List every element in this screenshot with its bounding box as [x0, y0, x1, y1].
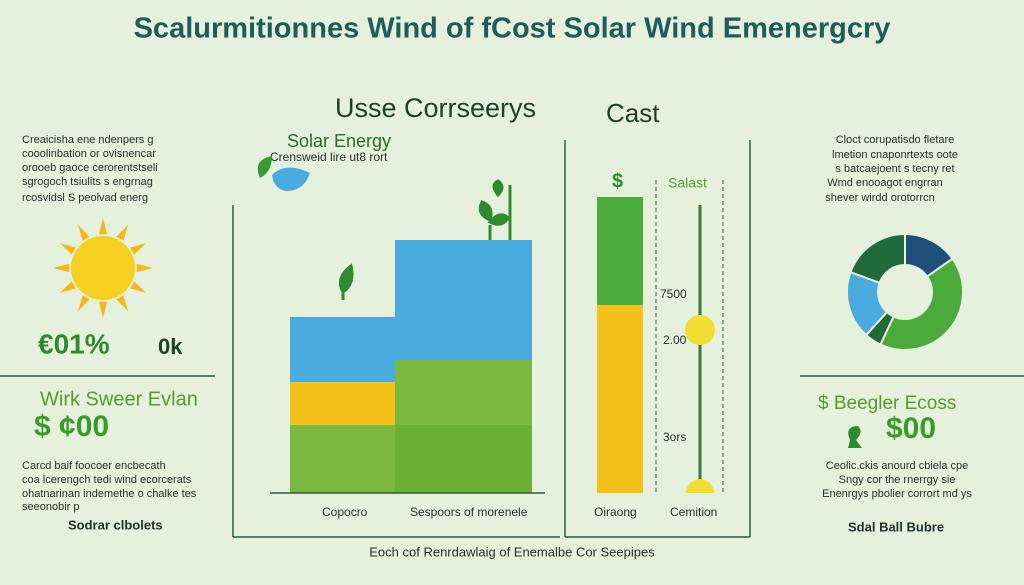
text-line: Creaicisha ene ndenpers g	[22, 134, 153, 146]
donut-segment	[879, 257, 964, 351]
text-line: rcosvidsl S peolvad energ	[22, 192, 148, 204]
caption: Sdal Ball Bubre	[848, 519, 944, 534]
right-intro: Cloct corupatisdo fletare lmetion cnapon…	[825, 134, 958, 204]
sun-ray	[130, 281, 147, 293]
left-intro: Creaicisha ene ndenpers g cooolinbation …	[22, 134, 158, 204]
icon-label: $	[612, 170, 623, 192]
leaf-icon	[848, 426, 862, 448]
text-line: lmetion cnaponrtexts oote	[832, 149, 958, 161]
x-label: Sespoors of morenele	[410, 505, 528, 519]
heading: Wirk Sweer Evlan	[40, 388, 198, 410]
text-line: ohatnarinan indemethe o chalke tes	[22, 488, 197, 500]
heading: $ Beegler Ecoss	[818, 393, 956, 414]
text-line: sgrogoch tsiulits s engrnag	[22, 176, 153, 188]
text-line: Wmd enooagot engrran	[827, 177, 943, 189]
panel-title: Cast	[606, 98, 660, 128]
text-line: coa lcerengch tedi wind ecorcerats	[22, 474, 192, 486]
text-line: Ceolic.ckis anourd cbiela cpe	[826, 460, 968, 472]
block	[290, 382, 395, 425]
block	[395, 425, 532, 493]
sun-ray	[78, 224, 90, 241]
sun-icon	[53, 218, 153, 318]
text-line: orooeb gaoce cerorentstseli	[22, 162, 158, 174]
series-label: Salast	[668, 175, 707, 191]
text-line: Sngy cor the rnerrgy sie	[839, 474, 956, 486]
stat: €01%	[38, 328, 110, 359]
sun-ray	[98, 301, 108, 318]
block	[395, 240, 532, 360]
x-label: Cemition	[670, 505, 717, 519]
sun-ray	[59, 243, 76, 255]
text-line: shever wirdd orotorrcn	[825, 192, 934, 204]
block	[395, 360, 532, 425]
caption: Sodrar clbolets	[68, 517, 163, 532]
cost-block	[597, 305, 643, 493]
marker	[686, 479, 714, 493]
level-label: 7500	[660, 287, 687, 301]
sun-ray	[78, 295, 90, 312]
level-label: 2.00	[663, 333, 687, 347]
amount: $ ¢00	[34, 410, 109, 443]
text-line: Carcd baif foocoer encbecath	[22, 460, 166, 472]
marker	[685, 315, 715, 345]
block	[290, 425, 395, 493]
footer: Eoch cof Renrdawlaig of Enemalbe Cor See…	[369, 544, 655, 559]
text-line: s batcaejoent s tecny ret	[835, 163, 954, 175]
drop-icon	[272, 167, 310, 191]
cost-block	[597, 197, 643, 305]
text-line: seeonobir p	[22, 501, 80, 513]
sun-ray	[53, 263, 70, 273]
legend-subtitle: Crensweid lire ut8 rort	[270, 150, 388, 164]
block	[290, 317, 395, 382]
panel-title: Usse Corrseerys	[335, 93, 536, 123]
sun-ray	[116, 295, 128, 312]
sun-disc	[71, 236, 135, 300]
stat-unit: 0k	[158, 334, 183, 359]
donut-segment	[849, 232, 906, 285]
right-details: Ceolic.ckis anourd cbiela cpe Sngy cor t…	[822, 460, 972, 500]
text-line: Enenrgys pbolier corrort md ys	[822, 488, 972, 500]
donut-icon	[846, 232, 964, 351]
text-line: cooolinbation or ovisnencar	[22, 148, 156, 160]
sun-ray	[98, 218, 108, 235]
sun-ray	[116, 224, 128, 241]
x-label: Oiraong	[594, 505, 637, 519]
amount: $00	[886, 412, 936, 445]
level-label: 3ors	[663, 430, 686, 444]
sprout-icon	[338, 263, 354, 300]
sun-ray	[136, 263, 153, 273]
sun-ray	[59, 281, 76, 293]
leaf-icon	[257, 156, 272, 178]
x-label: Copocro	[322, 505, 368, 519]
left-details: Carcd baif foocoer encbecath coa lcereng…	[22, 460, 197, 513]
sun-ray	[130, 243, 147, 255]
legend-title: Solar Energy	[287, 131, 391, 151]
text-line: Cloct corupatisdo fletare	[836, 134, 955, 146]
plant-icon	[478, 179, 512, 240]
title: Scalurmitionnes Wind of fCost Solar Wind…	[134, 13, 891, 45]
